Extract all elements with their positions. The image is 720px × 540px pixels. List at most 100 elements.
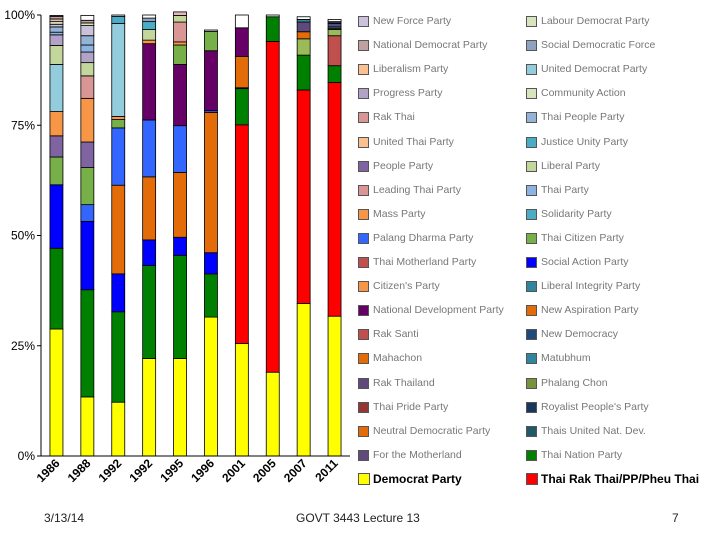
bar-segment bbox=[296, 21, 311, 33]
bar-segment bbox=[204, 112, 218, 254]
legend-label: Labour Democrat Party bbox=[541, 15, 650, 27]
legend-label: Neutral Democratic Party bbox=[373, 424, 491, 437]
y-tick-label: 75% bbox=[11, 118, 35, 132]
x-tick-label: 1995 bbox=[157, 456, 186, 485]
bar-segment bbox=[173, 125, 187, 173]
legend-swatch bbox=[358, 64, 369, 76]
x-tick-label: 2011 bbox=[312, 456, 341, 485]
bar-segment bbox=[111, 14, 126, 17]
bar-segment bbox=[80, 97, 95, 143]
bar-segment bbox=[111, 116, 126, 120]
slide-course-title: GOVT 3443 Lecture 13 bbox=[296, 511, 420, 525]
legend-label: Palang Dharma Party bbox=[373, 231, 474, 244]
bar-segment bbox=[80, 75, 95, 99]
legend-swatch bbox=[358, 353, 369, 365]
legend-label: Citizen's Party bbox=[373, 280, 440, 293]
legend-label: Solidarity Party bbox=[541, 207, 612, 220]
bar-segment bbox=[234, 56, 249, 89]
legend-swatch bbox=[526, 425, 537, 437]
bar-segment bbox=[49, 15, 64, 17]
bar-segment bbox=[234, 343, 249, 457]
legend-swatch bbox=[358, 160, 369, 172]
bar-segment bbox=[296, 31, 311, 40]
legend-swatch bbox=[358, 329, 369, 341]
x-tick-label: 2001 bbox=[219, 456, 248, 485]
legend-label: Matubhum bbox=[541, 352, 591, 365]
legend-label: National Democrat Party bbox=[373, 39, 488, 52]
bar-segment bbox=[80, 25, 95, 37]
bar-segment bbox=[173, 21, 187, 43]
axes bbox=[40, 15, 350, 457]
legend-label: Social Action Party bbox=[541, 256, 629, 268]
bar-segment bbox=[327, 315, 342, 457]
bar-segment bbox=[142, 358, 157, 457]
bar-segment bbox=[49, 63, 64, 112]
legend-label: Liberalism Party bbox=[373, 63, 449, 76]
bars bbox=[49, 11, 342, 457]
legend-swatch bbox=[358, 208, 369, 220]
bar-segment bbox=[80, 396, 95, 457]
legend-label: New Democracy bbox=[541, 328, 619, 341]
bar-segment bbox=[173, 63, 187, 127]
bar-segment bbox=[204, 252, 218, 275]
y-tick-label: 25% bbox=[11, 339, 35, 353]
legend-swatch bbox=[526, 88, 537, 100]
legend-label: Liberal Party bbox=[541, 159, 600, 172]
legend-label: People Party bbox=[373, 159, 434, 172]
bar-segment bbox=[49, 328, 64, 457]
bar-segment bbox=[142, 43, 157, 121]
legend-swatch bbox=[526, 257, 537, 268]
bar-segment bbox=[142, 21, 157, 30]
legend-label: Social Democratic Force bbox=[541, 39, 656, 52]
bar-segment bbox=[49, 34, 64, 46]
legend-swatch bbox=[358, 377, 369, 389]
bar-segment bbox=[49, 45, 64, 65]
bar-segment bbox=[173, 254, 187, 359]
bar-segment bbox=[80, 35, 95, 46]
bar-segment bbox=[111, 311, 126, 403]
bar-segment bbox=[173, 236, 187, 256]
bar-segment bbox=[111, 184, 126, 275]
legend-swatch bbox=[358, 40, 369, 52]
legend-swatch bbox=[358, 305, 369, 317]
bar-segment bbox=[111, 401, 126, 457]
x-tick-label: 1988 bbox=[65, 456, 94, 485]
legend-swatch bbox=[526, 281, 537, 293]
bar-segment bbox=[204, 316, 218, 457]
bar-segment bbox=[49, 247, 64, 330]
legend-swatch bbox=[526, 64, 537, 76]
bar-segment bbox=[296, 38, 311, 56]
legend-swatch bbox=[526, 449, 537, 461]
bar-segment bbox=[173, 15, 187, 23]
bar-segment bbox=[173, 172, 187, 238]
bar-segment bbox=[111, 273, 126, 313]
legend-label: United Democrat Party bbox=[541, 63, 648, 76]
legend-swatch bbox=[526, 377, 537, 389]
legend-swatch bbox=[526, 232, 537, 244]
legend-label: Progress Party bbox=[373, 87, 443, 100]
bar-segment bbox=[173, 358, 187, 457]
bar-segment bbox=[234, 27, 249, 57]
bar-segment bbox=[80, 289, 95, 398]
bar-segment bbox=[234, 14, 249, 29]
bar-segment bbox=[265, 371, 280, 457]
legend-swatch bbox=[526, 305, 537, 317]
legend-swatch bbox=[526, 16, 537, 27]
legend-swatch bbox=[358, 257, 369, 268]
legend-label: Thai Rak Thai/PP/Pheu Thai bbox=[541, 471, 700, 486]
legend-label: Mass Party bbox=[373, 207, 426, 220]
legend-label: Rak Thailand bbox=[373, 376, 435, 389]
bar-segment bbox=[327, 82, 342, 317]
bar-segment bbox=[80, 141, 95, 168]
x-tick-label: 2007 bbox=[281, 456, 310, 485]
legend-label: New Force Party bbox=[373, 15, 452, 27]
legend-label: Community Action bbox=[541, 87, 626, 100]
bar-segment bbox=[80, 167, 95, 206]
bar-segment bbox=[173, 11, 187, 16]
bar-segment bbox=[327, 35, 342, 67]
x-tick-label: 1992 bbox=[126, 456, 155, 485]
bar-segment bbox=[142, 119, 157, 178]
legend-swatch bbox=[358, 112, 369, 124]
legend-label: Royalist People's Party bbox=[541, 400, 649, 413]
